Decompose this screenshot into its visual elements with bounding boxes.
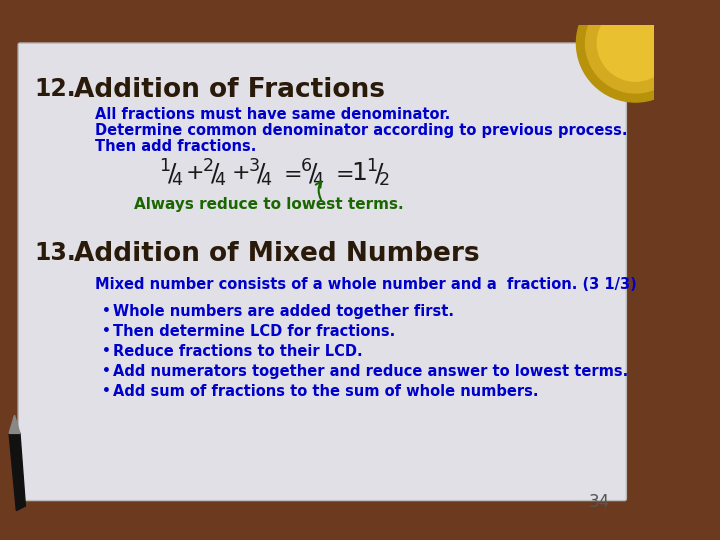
Text: $1$: $1$ — [351, 161, 367, 185]
Text: +: + — [232, 163, 250, 183]
Text: •: • — [102, 384, 111, 399]
Text: •: • — [102, 305, 111, 319]
Text: Then determine LCD for fractions.: Then determine LCD for fractions. — [114, 325, 396, 340]
Text: Addition of Fractions: Addition of Fractions — [74, 77, 385, 103]
Circle shape — [585, 0, 685, 93]
Text: Whole numbers are added together first.: Whole numbers are added together first. — [114, 305, 454, 320]
Text: +: + — [186, 163, 204, 183]
Text: $=$: $=$ — [331, 163, 354, 183]
Text: $\mathregular{^1\!/\!_4}$: $\mathregular{^1\!/\!_4}$ — [159, 157, 184, 188]
Text: $\mathregular{^1\!/\!_2}$: $\mathregular{^1\!/\!_2}$ — [366, 157, 390, 188]
Text: $\mathregular{^3\!/\!_4}$: $\mathregular{^3\!/\!_4}$ — [248, 157, 273, 188]
Text: •: • — [102, 364, 111, 379]
Text: Addition of Mixed Numbers: Addition of Mixed Numbers — [74, 241, 480, 267]
Text: Add sum of fractions to the sum of whole numbers.: Add sum of fractions to the sum of whole… — [114, 384, 539, 400]
Circle shape — [598, 5, 674, 81]
Text: Always reduce to lowest terms.: Always reduce to lowest terms. — [135, 198, 404, 212]
Text: •: • — [102, 345, 111, 359]
Polygon shape — [9, 434, 25, 510]
Text: 13.: 13. — [35, 241, 76, 265]
Text: Add numerators together and reduce answer to lowest terms.: Add numerators together and reduce answe… — [114, 364, 629, 380]
Text: Determine common denominator according to previous process.: Determine common denominator according t… — [95, 123, 628, 138]
Text: 34: 34 — [589, 494, 610, 511]
Polygon shape — [9, 415, 20, 434]
FancyBboxPatch shape — [18, 43, 626, 501]
Text: Reduce fractions to their LCD.: Reduce fractions to their LCD. — [114, 345, 363, 360]
Text: Then add fractions.: Then add fractions. — [95, 139, 257, 154]
Text: All fractions must have same denominator.: All fractions must have same denominator… — [95, 106, 451, 122]
Text: $\mathregular{^2\!/\!_4}$: $\mathregular{^2\!/\!_4}$ — [202, 157, 228, 188]
Text: $=$: $=$ — [279, 163, 301, 183]
Circle shape — [577, 0, 695, 102]
Text: •: • — [102, 325, 111, 339]
Text: $\mathregular{^6\!/\!_4}$: $\mathregular{^6\!/\!_4}$ — [300, 157, 324, 188]
Text: Mixed number consists of a whole number and a  fraction. (3 1/3): Mixed number consists of a whole number … — [95, 277, 637, 292]
Text: 12.: 12. — [35, 77, 76, 100]
